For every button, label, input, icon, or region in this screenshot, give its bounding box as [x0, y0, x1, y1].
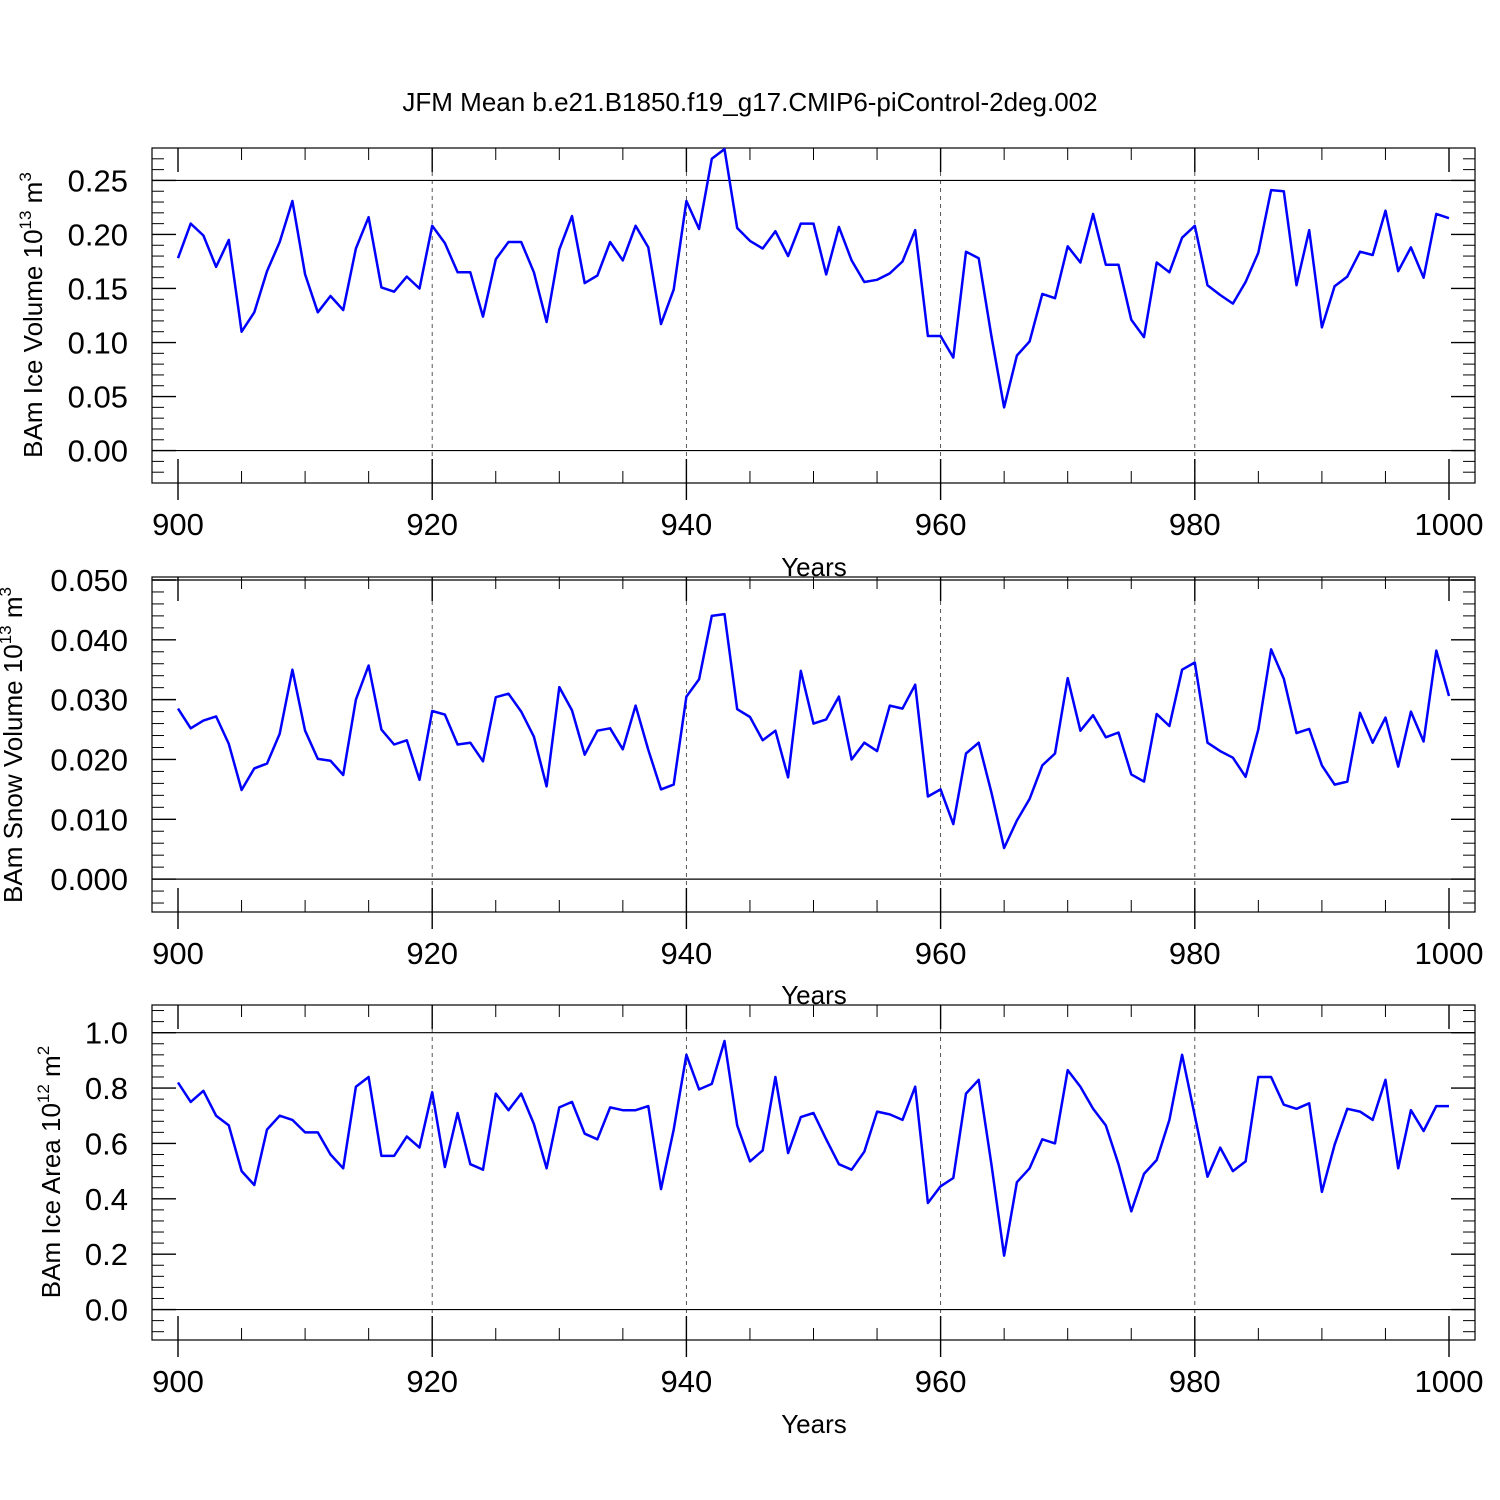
x-tick-label: 980 [1169, 936, 1221, 971]
x-tick-label: 920 [406, 936, 458, 971]
x-tick-label: 960 [915, 1364, 967, 1399]
y-tick-label: 0.050 [50, 563, 128, 598]
plot-frame [151, 147, 1476, 484]
y-tick-label: 0.040 [50, 623, 128, 658]
plot-frame [151, 576, 1476, 913]
x-tick-label: 900 [152, 936, 204, 971]
y-axis-label-text: BAm Snow Volume 10 [0, 644, 28, 903]
panel-marks: 900 920 940 960 980 1000 0.0 0.2 0.4 0.6 0.8 1.0 [85, 1004, 1484, 1399]
y-axis-label-unit-exp: 3 [16, 172, 35, 181]
y-tick-label: 1.0 [85, 1016, 128, 1051]
y-tick-label: 0.15 [68, 271, 128, 306]
y-axis-label: BAm Snow Volume 1013 m3 [0, 587, 28, 903]
y-tick-label: 0.20 [68, 217, 128, 252]
x-tick-label: 900 [152, 1364, 204, 1399]
y-tick-label: 0.020 [50, 742, 128, 777]
series-line [176, 612, 1451, 850]
x-tick-label: 960 [915, 507, 967, 542]
y-axis-label-exp: 12 [34, 1084, 53, 1103]
y-axis-label-unit-exp: 2 [34, 1046, 53, 1055]
y-axis-label-exp: 13 [0, 625, 15, 644]
plot-frame [151, 1004, 1476, 1341]
panel-marks: 900 920 940 960 980 1000 0.000 0.010 0.020 0.030 0… [50, 563, 1483, 971]
x-tick-label: 980 [1169, 507, 1221, 542]
y-tick-label: 0.0 [85, 1293, 128, 1328]
y-axis-label-unit: m [0, 596, 28, 625]
y-axis-label: BAm Ice Area 1012 m2 [34, 1046, 66, 1298]
panel-marks: 900 920 940 960 980 1000 0.00 0.05 0.10 0.15 0.20 0… [68, 147, 1484, 542]
chart-title: JFM Mean b.e21.B1850.f19_g17.CMIP6-piCon… [402, 87, 1097, 117]
x-axis-label: Years [781, 1409, 847, 1439]
x-tick-label: 940 [661, 507, 713, 542]
x-tick-label: 1000 [1415, 936, 1484, 971]
y-tick-label: 0.8 [85, 1071, 128, 1106]
y-axis-label-unit-exp: 3 [0, 587, 15, 596]
y-axis-label-text: BAm Ice Volume 10 [18, 229, 48, 457]
y-tick-label: 0.000 [50, 862, 128, 897]
x-tick-label: 920 [406, 1364, 458, 1399]
y-tick-label: 0.05 [68, 380, 128, 415]
y-axis-label-unit: m [18, 182, 48, 211]
panel-ice-volume: 900 920 940 960 980 1000 0.00 0.05 0.10 0.15 0.20 0… [16, 147, 1484, 582]
x-tick-label: 1000 [1415, 1364, 1484, 1399]
x-tick-label: 900 [152, 507, 204, 542]
y-tick-label: 0.030 [50, 683, 128, 718]
x-tick-label: 940 [661, 1364, 713, 1399]
y-axis-label: BAm Ice Volume 1013 m3 [16, 172, 48, 458]
x-tick-label: 940 [661, 936, 713, 971]
y-tick-label: 0.4 [85, 1182, 128, 1217]
y-tick-label: 0.010 [50, 802, 128, 837]
y-axis-label-exp: 13 [16, 211, 35, 230]
y-tick-label: 0.00 [68, 434, 128, 469]
y-tick-label: 0.10 [68, 326, 128, 361]
panel-snow-volume: 900 920 940 960 980 1000 0.000 0.010 0.020 0.030 0… [0, 563, 1483, 1010]
y-tick-label: 0.25 [68, 163, 128, 198]
x-tick-label: 920 [406, 507, 458, 542]
y-tick-label: 0.6 [85, 1126, 128, 1161]
x-tick-label: 980 [1169, 1364, 1221, 1399]
series-line [176, 1039, 1449, 1257]
y-axis-label-unit: m [36, 1055, 66, 1084]
series-line [176, 147, 1450, 409]
y-tick-label: 0.2 [85, 1237, 128, 1272]
y-axis-label-text: BAm Ice Area 10 [36, 1103, 66, 1298]
x-tick-label: 1000 [1415, 507, 1484, 542]
panel-ice-area: 900 920 940 960 980 1000 0.0 0.2 0.4 0.6 0.8 1.0 BA… [34, 1004, 1484, 1439]
x-tick-label: 960 [915, 936, 967, 971]
